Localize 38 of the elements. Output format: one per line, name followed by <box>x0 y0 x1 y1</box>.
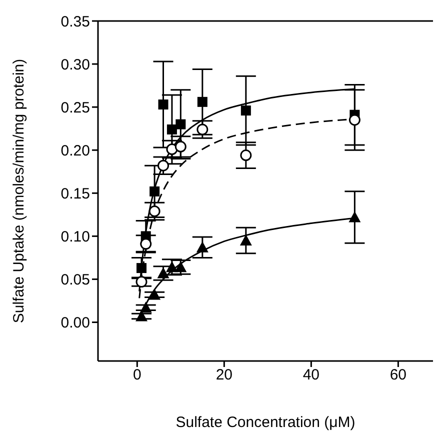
x-tick-label: 40 <box>302 366 320 384</box>
y-tick-label: 0.00 <box>60 314 90 332</box>
x-tick-label: 20 <box>216 366 233 384</box>
point <box>348 211 361 222</box>
point <box>197 96 208 107</box>
y-tick-label: 0.30 <box>60 56 90 74</box>
y-tick-label: 0.20 <box>60 142 90 160</box>
point <box>196 124 208 136</box>
point <box>140 302 152 313</box>
y-tick-label: 0.10 <box>60 228 90 246</box>
y-tick-label: 0.15 <box>60 185 90 202</box>
point <box>176 119 186 130</box>
x-tick-label: 0 <box>132 366 142 384</box>
point <box>158 99 168 110</box>
point <box>166 144 178 156</box>
point <box>136 310 148 322</box>
point <box>166 124 177 134</box>
point <box>140 238 152 250</box>
y-tick-label: 0.05 <box>60 272 90 289</box>
point <box>166 261 178 272</box>
point <box>136 276 148 288</box>
point <box>158 160 170 172</box>
point <box>157 267 170 278</box>
point <box>196 241 208 252</box>
y-tick-label: 0.35 <box>60 13 90 30</box>
y-axis-title: Sulfate Uptake (nmoles/min/mg protein) <box>10 58 28 324</box>
y-tick-label: 0.25 <box>60 99 90 116</box>
point <box>148 288 161 300</box>
x-axis-title: Sulfate Concentration (μM) <box>176 414 356 431</box>
point <box>150 186 160 196</box>
x-tick-label: 60 <box>390 366 407 384</box>
point <box>148 205 160 217</box>
point <box>240 150 252 162</box>
point <box>136 263 147 274</box>
point <box>240 234 252 246</box>
point <box>348 114 360 126</box>
point <box>240 106 251 116</box>
point <box>174 140 186 152</box>
